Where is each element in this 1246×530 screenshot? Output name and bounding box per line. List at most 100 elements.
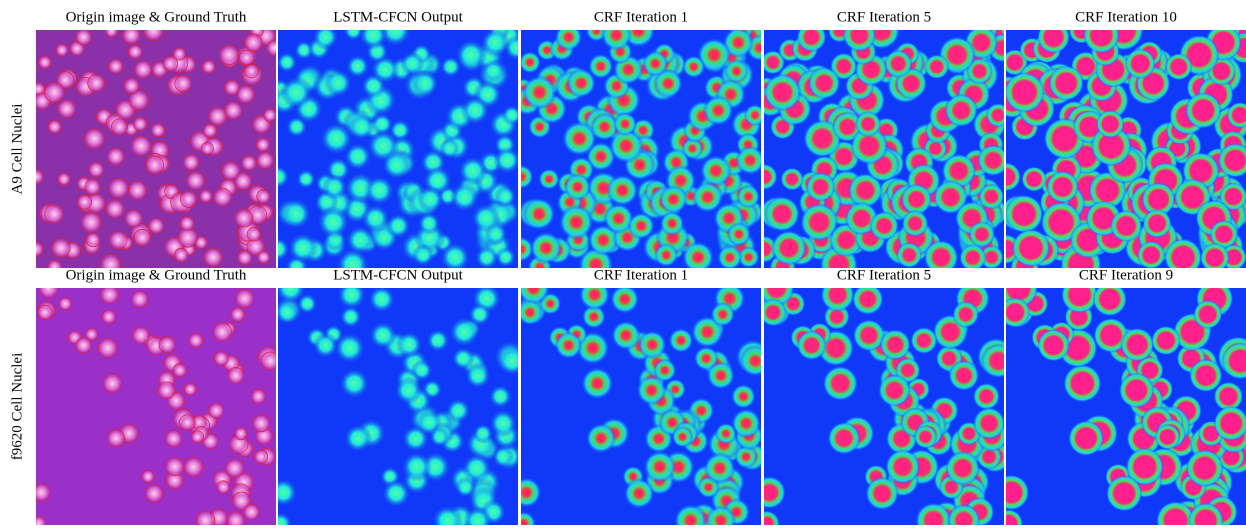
heat-blob <box>879 329 911 361</box>
heat-blob <box>1005 194 1044 233</box>
panel-image <box>511 272 772 525</box>
heat-blob <box>717 245 743 271</box>
heat-blob <box>371 113 393 135</box>
heat-blob <box>611 320 641 350</box>
heat-blob <box>339 368 369 398</box>
nucleus <box>107 430 124 447</box>
nucleus <box>88 75 105 92</box>
heat-blob <box>822 365 858 401</box>
heat-blob <box>945 451 980 486</box>
heat-blob <box>458 156 488 186</box>
nucleus <box>257 190 270 203</box>
nucleus <box>256 138 269 151</box>
nucleus <box>128 181 146 199</box>
nucleus <box>209 107 227 125</box>
heat-blob <box>400 52 424 76</box>
heat-blob <box>710 302 735 327</box>
heat-blob <box>396 331 423 358</box>
nucleus <box>184 383 196 395</box>
heat-blob <box>660 211 685 236</box>
heat-blob <box>706 361 735 390</box>
column-title: CRF Iteration 5 <box>837 267 931 283</box>
heat-blob <box>924 54 949 79</box>
heat-blob <box>735 145 765 175</box>
nucleus <box>241 156 256 171</box>
nucleus <box>52 239 70 257</box>
nucleus <box>101 286 119 304</box>
heat-blob <box>465 362 491 388</box>
panel-image <box>508 13 773 282</box>
nucleus <box>45 83 65 103</box>
nucleus <box>209 403 224 418</box>
nucleus <box>133 117 147 131</box>
heat-blob <box>324 69 352 97</box>
heat-blob <box>638 330 667 359</box>
nucleus <box>124 78 139 93</box>
nucleus <box>109 178 128 197</box>
panel-image <box>266 15 529 281</box>
nucleus <box>76 29 92 45</box>
nucleus <box>48 260 62 274</box>
heat-blob <box>731 384 757 410</box>
heat-blob <box>313 333 339 359</box>
heat-blob <box>346 54 370 78</box>
heat-blob <box>808 67 841 100</box>
panel-image <box>750 12 1017 284</box>
heat-blob <box>385 213 410 238</box>
panel-image <box>32 279 279 525</box>
heat-blob <box>944 93 978 127</box>
heat-blob <box>382 479 411 508</box>
heat-blob <box>1200 243 1230 273</box>
heat-blob <box>623 478 654 509</box>
heat-blob <box>493 147 521 175</box>
nucleus <box>180 216 194 230</box>
nucleus <box>77 195 91 209</box>
nucleus <box>201 142 213 154</box>
heat-blob <box>1063 364 1102 403</box>
nucleus <box>149 218 164 233</box>
heat-blob <box>275 273 306 304</box>
heat-blob <box>586 423 617 454</box>
nucleus <box>237 86 254 103</box>
heat-blob <box>902 210 929 237</box>
heat-blob <box>1106 475 1143 512</box>
nucleus <box>253 415 270 432</box>
heat-blob <box>855 111 881 137</box>
nucleus <box>178 228 197 247</box>
heat-blob <box>402 452 432 482</box>
column-title: Origin image & Ground Truth <box>66 267 247 283</box>
nucleus <box>189 333 203 347</box>
heat-blob <box>364 175 394 205</box>
nucleus <box>214 188 232 206</box>
nucleus <box>219 45 238 64</box>
heat-blob <box>529 231 562 264</box>
heat-blob <box>914 425 938 449</box>
nucleus <box>235 427 247 439</box>
panel-image <box>991 10 1246 285</box>
heat-blob <box>1092 282 1127 317</box>
heat-blob <box>659 185 688 214</box>
nucleus <box>261 352 279 370</box>
heat-blob <box>581 367 614 400</box>
heat-blob <box>1096 110 1124 138</box>
heat-blob <box>642 51 668 77</box>
nucleus <box>235 209 253 227</box>
nucleus <box>123 26 141 44</box>
nucleus <box>228 368 244 384</box>
nucleus <box>135 61 152 78</box>
column-title: CRF Iteration 9 <box>1079 267 1173 283</box>
heat-blob <box>564 173 592 201</box>
nucleus <box>245 64 259 78</box>
column-title: Origin image & Ground Truth <box>66 9 247 25</box>
nucleus <box>33 484 50 501</box>
heat-blob <box>502 105 523 126</box>
heat-blob <box>1110 210 1142 242</box>
nucleus <box>214 351 228 365</box>
heat-blob <box>1125 48 1156 79</box>
nucleus <box>109 231 127 249</box>
heat-blob <box>1151 326 1181 356</box>
heat-blob <box>703 452 735 484</box>
heat-blob <box>1165 53 1192 80</box>
heat-blob <box>896 242 922 268</box>
heat-blob <box>796 22 827 53</box>
